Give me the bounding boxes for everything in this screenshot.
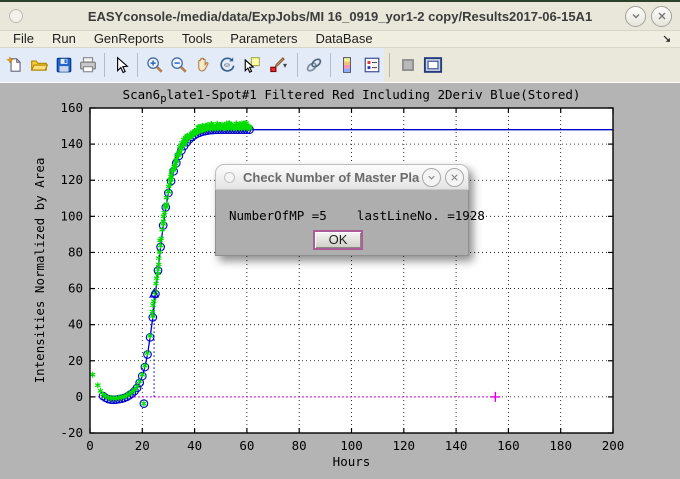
zoom-out-icon[interactable] (167, 51, 191, 79)
svg-text:60: 60 (68, 281, 83, 296)
svg-text:Hours: Hours (333, 454, 371, 469)
menu-parameters[interactable]: Parameters (230, 31, 298, 46)
dialog-menu-icon[interactable] (224, 171, 235, 183)
title-bar[interactable]: EASYconsole-/media/data/ExpJobs/MI 16_09… (0, 2, 680, 31)
close-icon (658, 12, 665, 20)
insert-colorbar-icon[interactable] (335, 51, 359, 79)
show-plot-tools-icon[interactable] (420, 51, 445, 79)
dropdown-arrow-icon: ▾ (282, 60, 287, 70)
brush-data-icon[interactable]: ▾ (264, 51, 293, 79)
svg-text:180: 180 (549, 438, 572, 453)
svg-text:40: 40 (187, 438, 202, 453)
chevron-down-icon (428, 175, 435, 180)
figure-area: 0 20 40 60 80 100 120 140 160 180 200 -20 0 20 40 60 80 1… (0, 83, 680, 479)
hide-plot-tools-icon[interactable] (395, 51, 420, 79)
print-figure-icon[interactable] (76, 51, 100, 79)
svg-text:60: 60 (239, 438, 254, 453)
svg-text:80: 80 (292, 438, 307, 453)
toolbar: ▾ (0, 47, 680, 83)
svg-text:20: 20 (68, 353, 83, 368)
data-cursor-icon[interactable] (240, 51, 264, 79)
save-figure-icon[interactable] (52, 51, 76, 79)
chevron-down-icon (632, 14, 639, 19)
new-file-icon[interactable] (3, 51, 27, 79)
svg-text:-20: -20 (60, 425, 83, 440)
menu-bar: File Run GenReports Tools Parameters Dat… (0, 31, 680, 47)
dialog-message: NumberOfMP =5 lastLineNo. =1928 (229, 208, 485, 223)
dialog-check-master-plates: Check Number of Master Pla NumberOfMP =5… (215, 164, 485, 256)
svg-text:200: 200 (602, 438, 625, 453)
svg-text:160: 160 (60, 100, 83, 115)
svg-text:0: 0 (86, 438, 94, 453)
svg-text:20: 20 (135, 438, 150, 453)
menu-tools[interactable]: Tools (181, 31, 213, 46)
close-button[interactable] (651, 5, 672, 27)
window-menu-icon[interactable] (9, 9, 23, 23)
svg-text:160: 160 (497, 438, 520, 453)
svg-text:140: 140 (445, 438, 468, 453)
svg-text:Scan6plate1-Spot#1 Filtered Re: Scan6plate1-Spot#1 Filtered Red Includin… (123, 87, 581, 105)
svg-text:Intensities Normalized by Area: Intensities Normalized by Area (32, 158, 47, 384)
pan-hand-icon[interactable] (191, 51, 215, 79)
rotate-3d-icon[interactable] (215, 51, 239, 79)
open-file-icon[interactable] (27, 51, 51, 79)
svg-text:140: 140 (60, 136, 83, 151)
menu-genreports[interactable]: GenReports (93, 31, 164, 46)
svg-text:120: 120 (60, 172, 83, 187)
menu-run[interactable]: Run (51, 31, 76, 46)
dialog-title: Check Number of Master Pla (243, 169, 420, 185)
link-plots-icon[interactable] (302, 51, 326, 79)
plot-canvas[interactable]: 0 20 40 60 80 100 120 140 160 180 200-200204060801… (0, 83, 680, 479)
ok-button[interactable]: OK (313, 230, 363, 250)
svg-text:80: 80 (68, 244, 83, 259)
svg-text:120: 120 (393, 438, 416, 453)
menu-file[interactable]: File (13, 31, 34, 46)
svg-text:0: 0 (75, 389, 83, 404)
toolbar-main-group: ▾ (0, 48, 384, 82)
menu-tearoff-icon[interactable] (662, 34, 672, 44)
rollup-button[interactable] (625, 5, 646, 27)
dialog-body: NumberOfMP =5 lastLineNo. =1928 OK (215, 190, 485, 256)
zoom-in-icon[interactable] (142, 51, 166, 79)
svg-text:40: 40 (68, 317, 83, 332)
svg-text:100: 100 (60, 208, 83, 223)
pointer-icon[interactable] (109, 51, 133, 79)
toolbar-plot-tools-group (384, 48, 445, 82)
menu-database[interactable]: DataBase (315, 31, 373, 46)
dialog-title-bar[interactable]: Check Number of Master Pla (215, 164, 469, 190)
window-title: EASYconsole-/media/data/ExpJobs/MI 16_09… (87, 8, 593, 24)
dialog-close-button[interactable] (445, 167, 464, 187)
close-icon (451, 173, 458, 181)
svg-text:100: 100 (340, 438, 363, 453)
insert-legend-icon[interactable] (360, 51, 384, 79)
dialog-rollup-button[interactable] (422, 167, 441, 187)
